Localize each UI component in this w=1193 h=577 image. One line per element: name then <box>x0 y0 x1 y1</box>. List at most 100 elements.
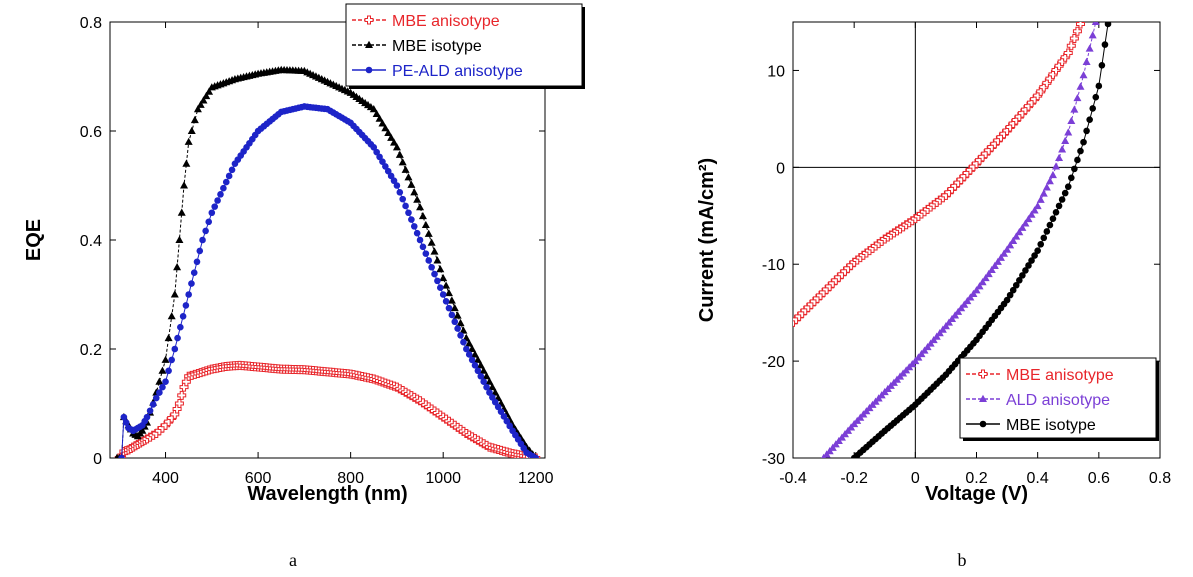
data-point <box>975 282 984 290</box>
data-point <box>457 332 464 339</box>
data-point <box>497 408 505 415</box>
data-point <box>372 109 381 117</box>
data-point <box>384 167 392 175</box>
data-point <box>165 367 172 375</box>
data-point <box>161 355 170 363</box>
data-point <box>220 184 227 192</box>
legend-marker <box>979 394 987 402</box>
data-point <box>1027 210 1036 218</box>
data-point <box>167 312 176 320</box>
data-point <box>503 417 511 425</box>
y-axis-label: Current (mA/cm²) <box>696 158 718 322</box>
data-point <box>199 96 208 104</box>
panel-caption: a <box>289 550 297 570</box>
legend: MBE anisotype MBE isotype PE-ALD anisotype <box>345 3 585 89</box>
data-point <box>439 273 448 282</box>
data-point <box>1095 82 1103 90</box>
data-point <box>990 261 999 269</box>
data-point <box>138 426 147 434</box>
data-point <box>177 390 187 400</box>
data-point <box>156 389 163 396</box>
data-point <box>369 105 378 113</box>
data-point <box>390 177 398 185</box>
data-point <box>436 284 444 291</box>
data-point <box>1015 228 1024 236</box>
data-point <box>1091 22 1100 25</box>
data-point <box>491 388 500 396</box>
x-tick-label: 0.8 <box>1149 470 1171 487</box>
legend-marker <box>979 420 987 428</box>
data-point <box>1098 61 1106 69</box>
legend-marker <box>978 369 988 379</box>
data-point <box>1009 286 1017 294</box>
data-point <box>390 138 399 146</box>
data-point <box>378 119 387 127</box>
data-point <box>456 318 465 327</box>
data-point <box>185 291 192 298</box>
data-point <box>1030 206 1039 214</box>
data-point <box>465 351 473 358</box>
y-tick-label: 0.6 <box>80 124 102 141</box>
data-point <box>1070 105 1079 113</box>
data-point <box>1064 183 1072 191</box>
data-point <box>500 413 508 420</box>
data-point <box>199 236 206 244</box>
legend-marker <box>365 40 373 48</box>
legend-label: PE-ALD anisotype <box>392 63 523 80</box>
data-point <box>1046 221 1054 229</box>
data-point <box>1077 147 1084 155</box>
data-point <box>434 277 441 285</box>
x-tick-label: 0.4 <box>1027 470 1049 487</box>
data-point <box>162 378 169 386</box>
data-point <box>208 209 216 217</box>
data-point <box>381 124 390 132</box>
data-point <box>1025 262 1032 269</box>
data-point <box>187 126 196 134</box>
data-point <box>1003 296 1011 304</box>
data-point <box>459 326 468 334</box>
data-point <box>1055 153 1064 162</box>
data-point <box>190 115 199 124</box>
data-point <box>158 366 167 374</box>
data-point <box>182 159 191 167</box>
legend-label: MBE anisotype <box>1006 367 1114 384</box>
data-point <box>1021 219 1030 227</box>
legend-marker <box>365 66 373 74</box>
data-point <box>382 163 389 170</box>
legend-item: MBE isotype <box>352 38 482 55</box>
series-ald-anisotype <box>821 22 1100 458</box>
data-point <box>122 419 130 426</box>
data-point <box>375 114 384 122</box>
series-mbe-anisotype <box>793 22 1085 327</box>
data-point <box>1072 26 1082 36</box>
data-point <box>202 91 211 100</box>
data-point <box>984 269 993 278</box>
data-point <box>1068 174 1075 182</box>
y-tick-label: 0.4 <box>80 233 102 250</box>
data-point <box>180 181 189 189</box>
data-point <box>1043 228 1051 235</box>
data-point <box>1069 33 1079 43</box>
series-pe-ald-anisotype <box>118 103 540 458</box>
data-point <box>1024 214 1033 223</box>
chart-panel-b: -30 -20 -10 0 10 -0.4 -0.2 0 0.2 0.4 0.6 0.8 Voltage… <box>696 21 1171 570</box>
legend-item: PE-ALD anisotype <box>352 63 523 80</box>
data-point <box>410 188 419 196</box>
y-tick-label: 0 <box>776 160 785 177</box>
data-point <box>387 133 396 141</box>
data-point <box>476 361 485 369</box>
data-point <box>431 270 438 278</box>
y-tick-label: 10 <box>767 63 785 80</box>
data-point <box>1016 277 1023 284</box>
data-point <box>1083 127 1090 135</box>
data-point <box>482 372 491 380</box>
data-point <box>407 180 416 188</box>
data-point <box>430 247 439 255</box>
data-point <box>143 413 151 421</box>
data-point <box>1067 116 1076 125</box>
data-point <box>152 394 160 402</box>
data-point <box>468 344 477 352</box>
data-point <box>427 238 436 246</box>
data-point <box>1019 272 1026 279</box>
